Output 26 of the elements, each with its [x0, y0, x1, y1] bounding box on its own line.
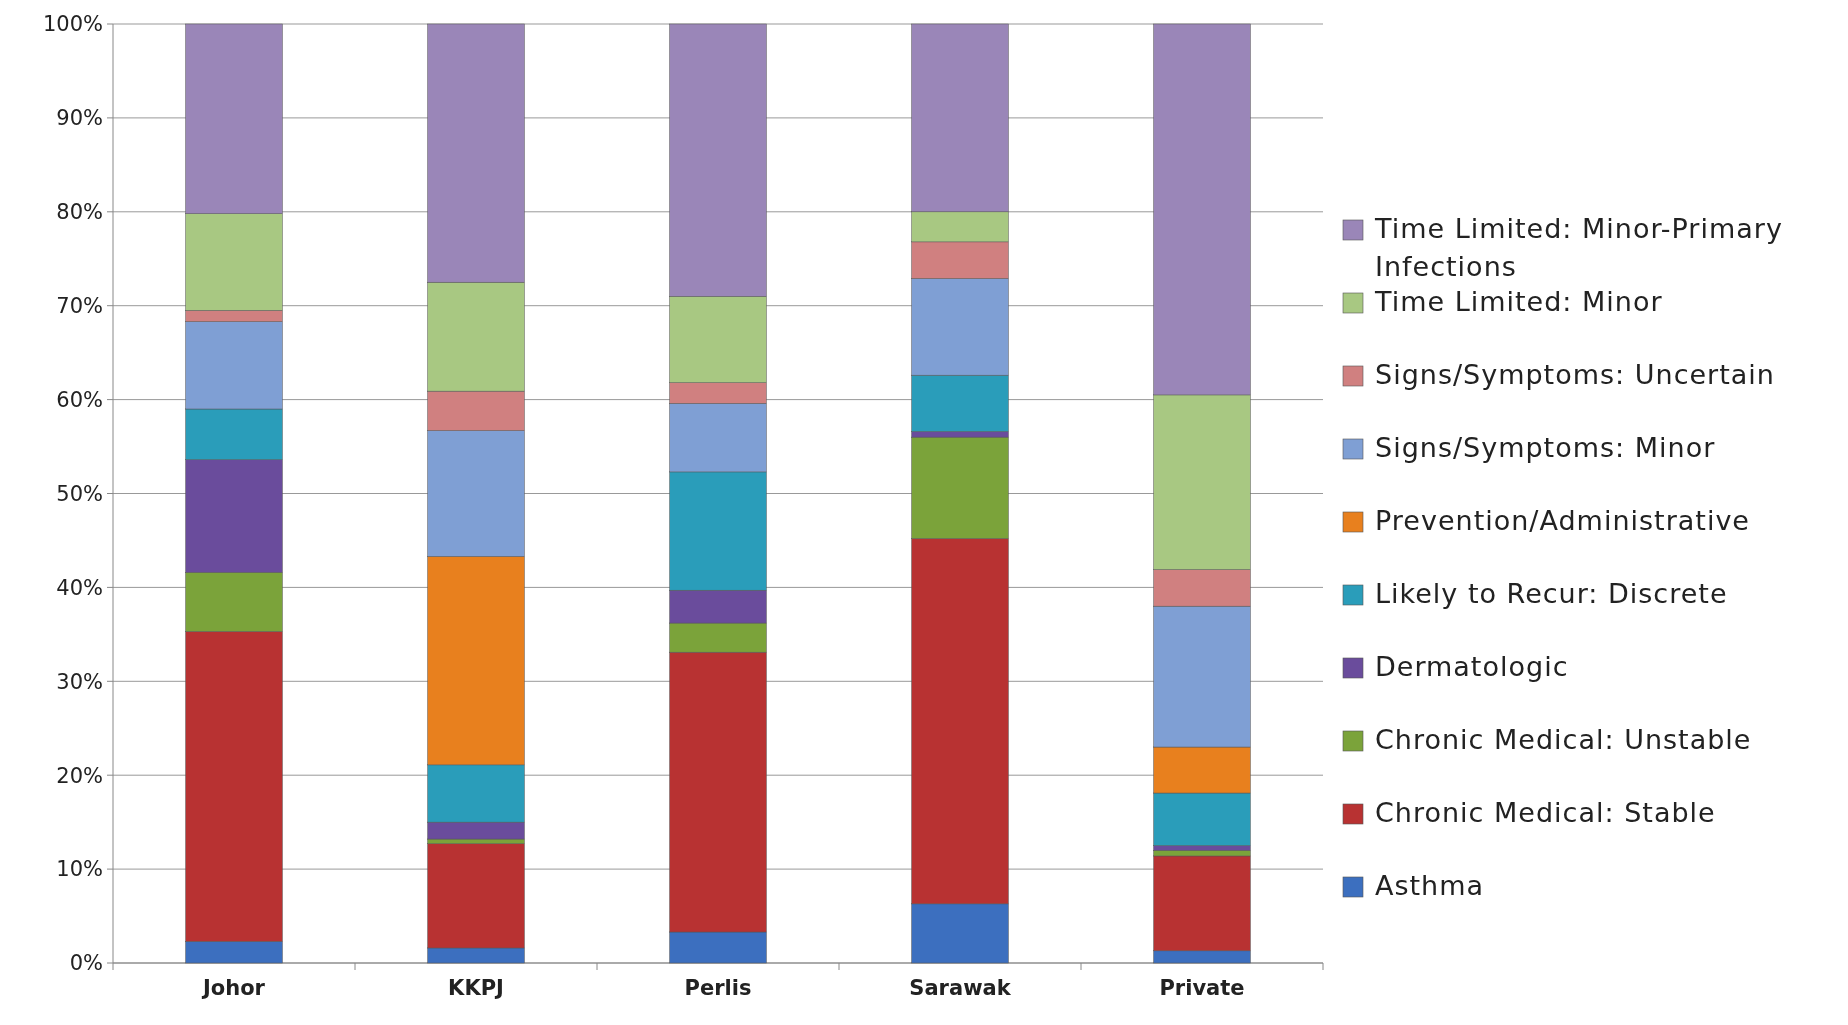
- y-tick-label: 70%: [56, 294, 103, 319]
- y-tick-label: 100%: [42, 12, 103, 37]
- legend-label: Time Limited: Minor: [1374, 286, 1663, 317]
- x-tick-label: Sarawak: [909, 976, 1012, 1000]
- y-tick-label: 80%: [56, 200, 103, 225]
- legend-label: Chronic Medical: Stable: [1375, 797, 1716, 828]
- y-tick-label: 30%: [56, 669, 103, 694]
- y-tick-label: 20%: [56, 763, 103, 788]
- legend-label: Signs/Symptoms: Uncertain: [1375, 359, 1775, 390]
- x-tick-label: Perlis: [684, 976, 752, 1000]
- x-tick-label: KKPJ: [448, 976, 504, 1000]
- x-tick-label: Johor: [201, 976, 266, 1000]
- legend-label: Time Limited: Minor-Primary Infections: [1374, 213, 1783, 282]
- y-tick-label: 90%: [56, 106, 103, 131]
- y-tick-label: 40%: [56, 575, 103, 600]
- legend-label: Prevention/Administrative: [1375, 505, 1750, 536]
- x-tick-label: Private: [1159, 976, 1245, 1000]
- y-tick-label: 10%: [56, 857, 103, 882]
- legend-label: Signs/Symptoms: Minor: [1375, 432, 1716, 463]
- legend-label: Likely to Recur: Discrete: [1375, 578, 1728, 609]
- y-tick-label: 0%: [69, 951, 103, 976]
- legend-label: Asthma: [1375, 870, 1485, 901]
- y-tick-label: 60%: [56, 387, 103, 412]
- legend-label: Dermatologic: [1375, 651, 1569, 682]
- legend-label: Chronic Medical: Unstable: [1375, 724, 1752, 755]
- y-tick-label: 50%: [56, 481, 103, 506]
